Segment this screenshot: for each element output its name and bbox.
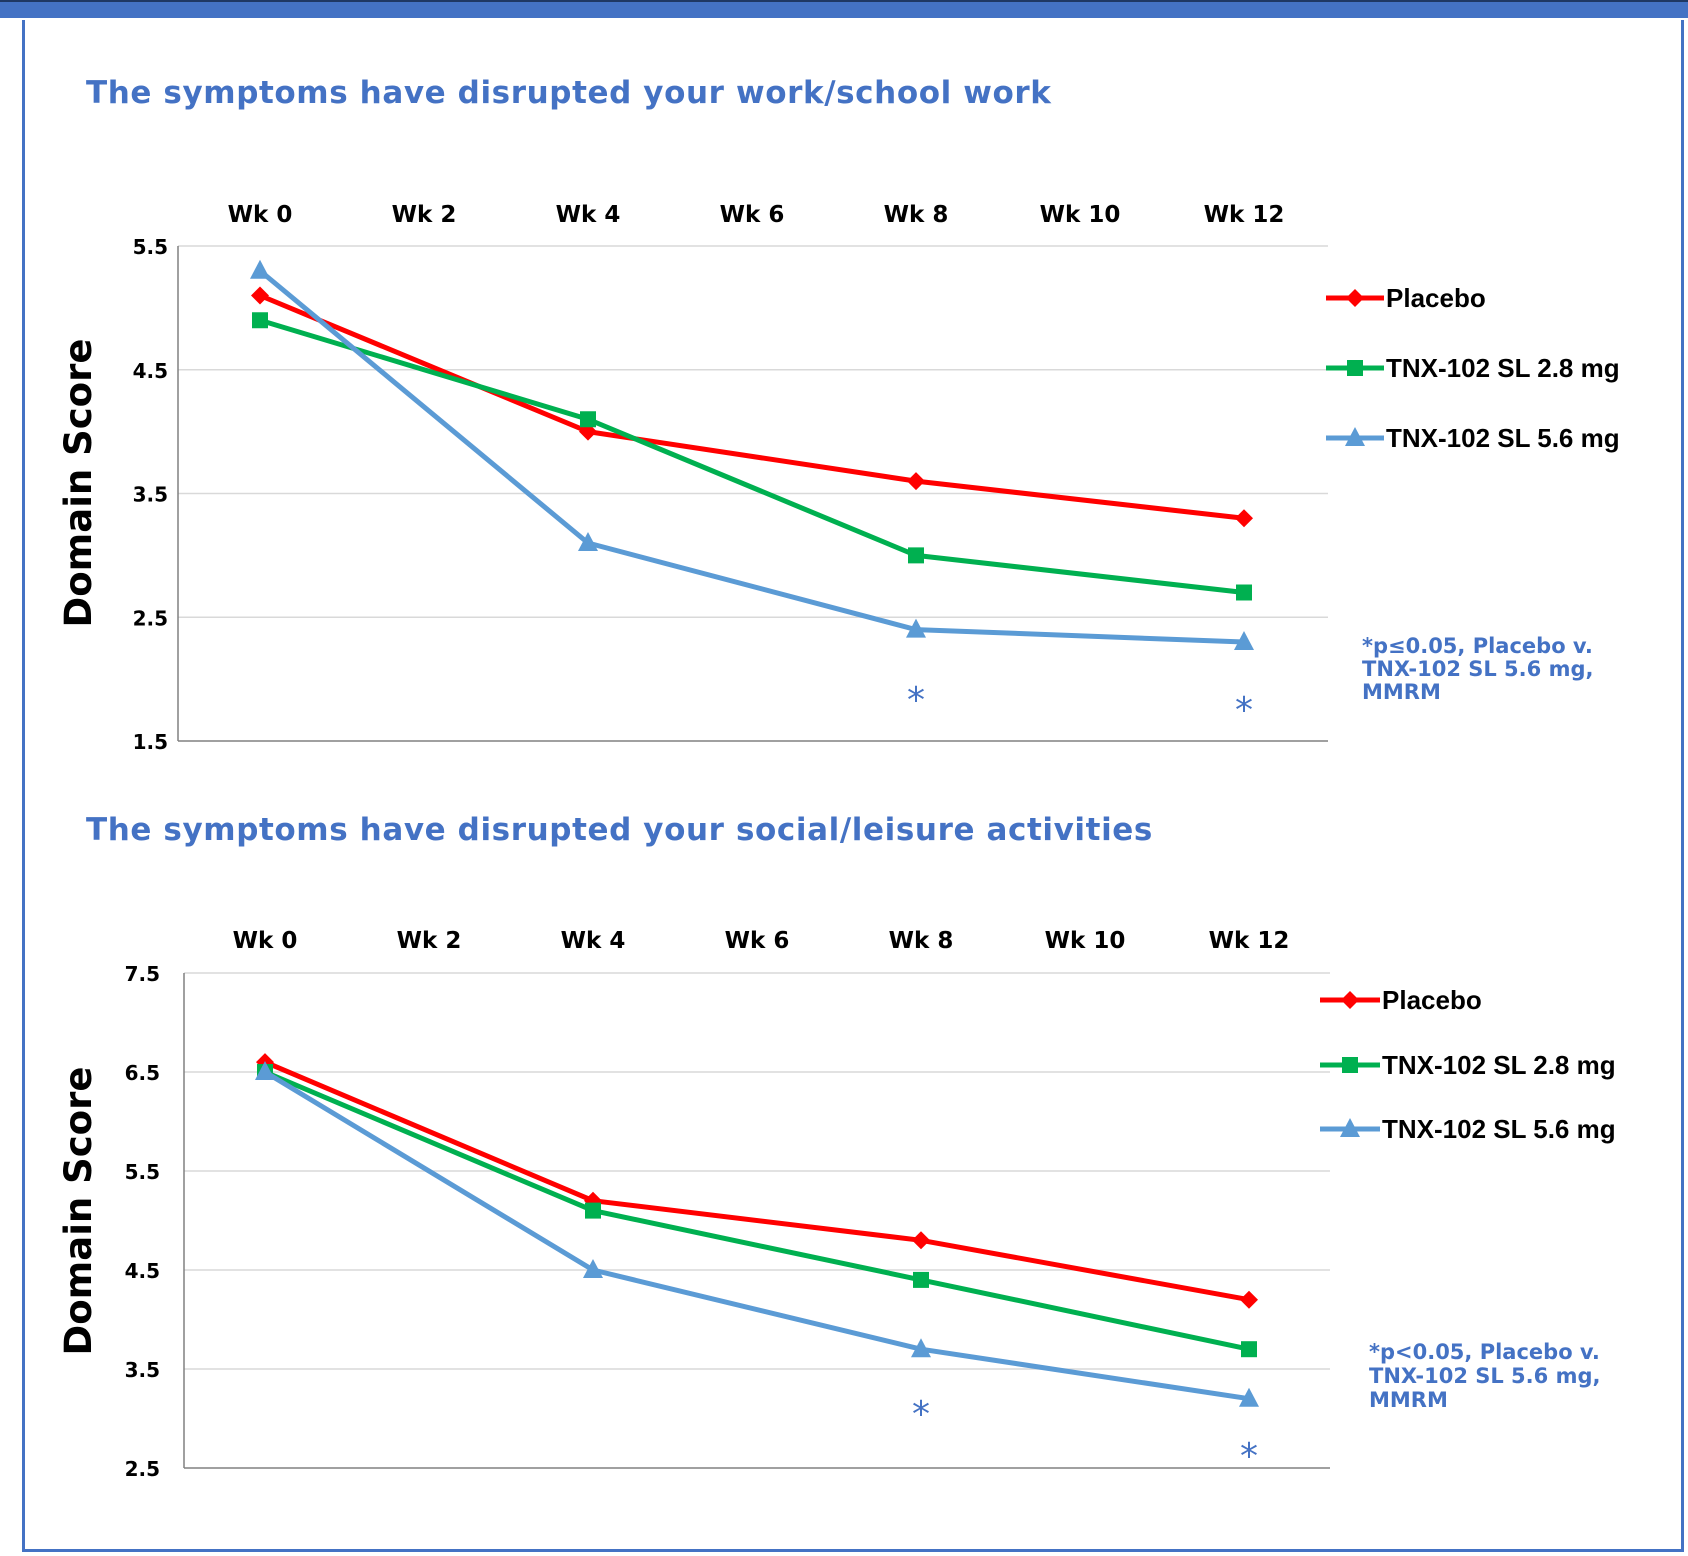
chart2-series-tnx-102-sl-5-6-mg-point-wk-4	[583, 1259, 603, 1278]
chart2-series-tnx-102-sl-2-8-mg-point-wk-8	[913, 1271, 929, 1288]
chart1-y-axis-label: Domain Score	[57, 339, 100, 628]
chart2-legend-placebo-swatch-marker	[1341, 991, 1359, 1009]
chart1-x-tick-label-wk-12: Wk 12	[1204, 202, 1285, 228]
chart1-series-placebo-point-wk-0	[251, 286, 269, 305]
chart2-significance-asterisk-wk-12: *	[1240, 1436, 1258, 1477]
chart1-series-tnx-102-sl-2-8-mg-point-wk-0	[252, 312, 268, 329]
chart2-x-tick-label-wk-12: Wk 12	[1209, 928, 1290, 954]
chart2-series-tnx-102-sl-5-6-mg-point-wk-12	[1239, 1387, 1259, 1407]
chart2-y-tick-label-2-5: 2.5	[125, 1457, 160, 1481]
chart2-legend-tnx-102-sl-5-6-mg-swatch-marker	[1340, 1118, 1360, 1137]
chart2-y-tick-label-4-5: 4.5	[125, 1259, 160, 1283]
chart2-y-tick-label-3-5: 3.5	[125, 1358, 160, 1382]
chart2-legend-placebo-label: Placebo	[1382, 985, 1482, 1015]
chart2-y-tick-label-5-5: 5.5	[125, 1160, 160, 1184]
chart1-x-tick-label-wk-0: Wk 0	[228, 202, 293, 228]
chart1-x-tick-label-wk-8: Wk 8	[884, 202, 949, 228]
chart1-legend-tnx-102-sl-2-8-mg-label: TNX-102 SL 2.8 mg	[1386, 353, 1620, 383]
chart1-legend-placebo-label: Placebo	[1386, 283, 1486, 313]
chart2-title: The symptoms have disrupted your social/…	[86, 812, 1153, 848]
chart1-y-tick-label-5-5: 5.5	[133, 235, 168, 259]
chart2-series-tnx-102-sl-2-8-mg-point-wk-4	[585, 1202, 601, 1219]
chart2-legend-tnx-102-sl-5-6-mg-label: TNX-102 SL 5.6 mg	[1382, 1114, 1616, 1144]
chart1-series-tnx-102-sl-5-6-mg-line	[258, 268, 1245, 645]
chart2-x-tick-label-wk-0: Wk 0	[233, 928, 298, 954]
chart1-title: The symptoms have disrupted your work/sc…	[86, 75, 1052, 111]
chart1-x-tick-label-wk-6: Wk 6	[720, 202, 785, 228]
chart2-legend-tnx-102-sl-2-8-mg-label: TNX-102 SL 2.8 mg	[1382, 1050, 1616, 1080]
chart2-series-tnx-102-sl-5-6-mg-point-wk-8	[911, 1338, 931, 1358]
chart1-series-tnx-102-sl-5-6-mg-point-wk-0	[250, 259, 270, 279]
chart1-annotation-line-3: MMRM	[1362, 680, 1441, 704]
chart1-annotation-line-2: TNX-102 SL 5.6 mg,	[1362, 657, 1593, 681]
chart2-x-tick-label-wk-2: Wk 2	[397, 928, 462, 954]
chart1-annotation-line-1: *p≤0.05, Placebo v.	[1362, 634, 1593, 658]
chart1-series-placebo-point-wk-8	[907, 472, 925, 491]
chart1-y-tick-label-4-5: 4.5	[133, 359, 168, 383]
slide-frame	[22, 20, 1684, 1552]
chart1-series-tnx-102-sl-2-8-mg-point-wk-12	[1236, 584, 1252, 601]
chart2-x-tick-label-wk-6: Wk 6	[725, 928, 790, 954]
chart1-legend-tnx-102-sl-5-6-mg-label: TNX-102 SL 5.6 mg	[1386, 423, 1620, 453]
chart2-series-tnx-102-sl-5-6-mg-point-wk-0	[255, 1061, 275, 1080]
top-banner	[0, 0, 1688, 18]
chart2-annotation-line-3: MMRM	[1369, 1388, 1448, 1412]
chart1-significance-asterisk-wk-12: *	[1235, 690, 1253, 731]
top-banner-edge	[0, 0, 1688, 2]
chart2-series-placebo-point-wk-12	[1240, 1290, 1258, 1309]
chart2-y-tick-label-6-5: 6.5	[125, 1061, 160, 1085]
chart1-legend-placebo-swatch-marker	[1346, 289, 1364, 307]
chart2-series-placebo-line	[264, 1059, 1250, 1303]
chart2-legend-tnx-102-sl-2-8-mg-swatch-marker	[1342, 1057, 1358, 1073]
chart1-x-tick-label-wk-10: Wk 10	[1040, 202, 1121, 228]
chart1-series-placebo-line	[259, 293, 1245, 521]
chart2-significance-asterisk-wk-8: *	[912, 1394, 930, 1435]
chart1-series-tnx-102-sl-5-6-mg-point-wk-8	[906, 618, 926, 638]
chart2-annotation-line-2: TNX-102 SL 5.6 mg,	[1369, 1364, 1600, 1388]
chart2-series-tnx-102-sl-2-8-mg-line	[264, 1069, 1250, 1352]
chart2-series-tnx-102-sl-2-8-mg-point-wk-12	[1241, 1341, 1257, 1358]
chart1-y-tick-label-2-5: 2.5	[133, 606, 168, 630]
chart1-legend-tnx-102-sl-2-8-mg-swatch-marker	[1347, 360, 1363, 376]
chart1-series-tnx-102-sl-5-6-mg-point-wk-4	[578, 532, 598, 551]
chart1-significance-asterisk-wk-8: *	[907, 680, 925, 721]
chart2-series-placebo-point-wk-8	[912, 1231, 930, 1250]
chart2-series-tnx-102-sl-5-6-mg-line	[263, 1069, 1250, 1402]
chart1-series-tnx-102-sl-2-8-mg-point-wk-4	[580, 411, 596, 428]
chart2-x-tick-label-wk-10: Wk 10	[1045, 928, 1126, 954]
chart1-y-tick-label-1-5: 1.5	[133, 730, 168, 754]
chart2-y-axis-label: Domain Score	[57, 1067, 100, 1356]
chart1-series-placebo-point-wk-12	[1235, 509, 1253, 528]
chart2-x-tick-label-wk-8: Wk 8	[889, 928, 954, 954]
chart1-x-tick-label-wk-4: Wk 4	[556, 202, 621, 228]
chart2-x-tick-label-wk-4: Wk 4	[561, 928, 626, 954]
chart1-x-tick-label-wk-2: Wk 2	[392, 202, 457, 228]
chart1-series-tnx-102-sl-5-6-mg-point-wk-12	[1234, 631, 1254, 650]
chart1-series-tnx-102-sl-2-8-mg-point-wk-8	[908, 547, 924, 564]
chart2-annotation-line-1: *p<0.05, Placebo v.	[1369, 1340, 1600, 1364]
chart2-y-tick-label-7-5: 7.5	[125, 962, 160, 986]
chart1-y-tick-label-3-5: 3.5	[133, 483, 168, 507]
chart1-series-tnx-102-sl-2-8-mg-line	[259, 317, 1245, 595]
chart1-legend-tnx-102-sl-5-6-mg-swatch-marker	[1345, 427, 1365, 446]
